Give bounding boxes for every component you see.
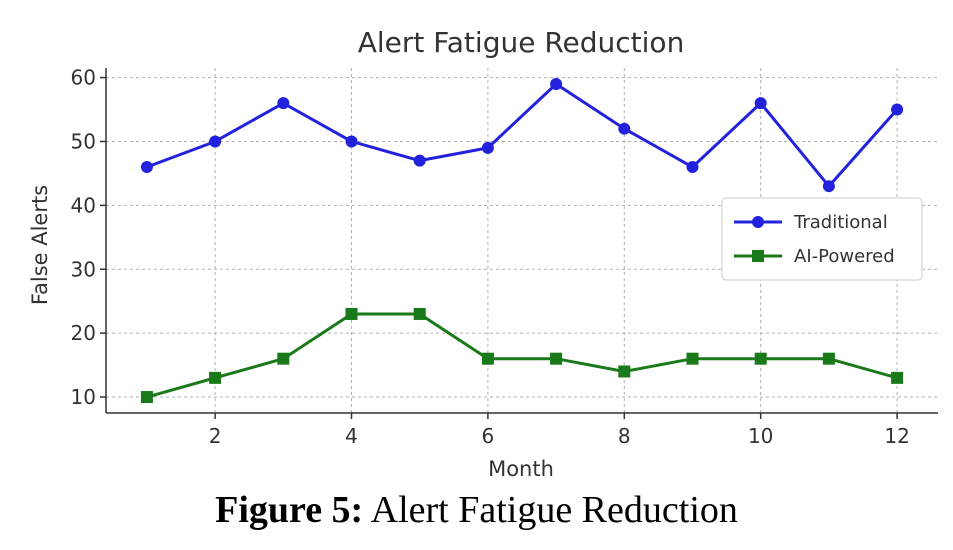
- legend-item-traditional: Traditional: [734, 212, 888, 233]
- data-point-ai-powered: [140, 391, 153, 404]
- data-point-traditional: [277, 97, 290, 110]
- y-tick-label: 50: [71, 129, 96, 153]
- data-point-ai-powered: [618, 365, 631, 378]
- y-tick-label: 30: [71, 257, 96, 281]
- data-point-ai-powered: [209, 371, 222, 384]
- data-point-traditional: [140, 161, 153, 174]
- data-point-ai-powered: [891, 371, 904, 384]
- data-point-traditional: [209, 135, 222, 148]
- legend-label-traditional: Traditional: [793, 212, 888, 233]
- data-point-traditional: [413, 154, 426, 167]
- chart-canvas: Alert Fatigue Reduction 2 4 6 8 10 12 10 20 30 40…: [28, 26, 938, 481]
- x-tick-label: 12: [884, 424, 909, 448]
- data-point-ai-powered: [481, 352, 494, 365]
- line-chart: Alert Fatigue Reduction 2 4 6 8 10 12 10 20 30 40…: [28, 26, 938, 481]
- x-tick-label: 4: [345, 424, 358, 448]
- data-point-ai-powered: [686, 352, 699, 365]
- grid: [106, 68, 938, 413]
- figure-caption-text: Alert Fatigue Reduction: [370, 489, 738, 531]
- data-point-ai-powered: [754, 352, 767, 365]
- y-tick-label: 10: [71, 385, 96, 409]
- y-tick-label: 40: [71, 193, 96, 217]
- data-point-traditional: [891, 103, 904, 116]
- legend-marker-ai-powered: [752, 250, 764, 262]
- data-point-traditional: [345, 135, 358, 148]
- data-point-ai-powered: [277, 352, 290, 365]
- legend: Traditional AI-Powered: [721, 197, 923, 281]
- data-point-traditional: [754, 97, 767, 110]
- y-tick-label: 60: [71, 66, 96, 90]
- x-axis-label: Month: [488, 457, 554, 481]
- axes: 2 4 6 8 10 12 10 20 30 40 50 60: [71, 66, 938, 448]
- legend-item-ai-powered: AI-Powered: [734, 246, 895, 267]
- data-point-traditional: [618, 122, 631, 135]
- series-line-traditional: [146, 82, 899, 188]
- data-point-ai-powered: [345, 307, 358, 320]
- series-layer: [140, 77, 904, 404]
- y-axis-label: False Alerts: [28, 185, 52, 305]
- chart-title: Alert Fatigue Reduction: [358, 26, 685, 59]
- x-tick-label: 2: [209, 424, 222, 448]
- x-tick-label: 6: [482, 424, 495, 448]
- data-point-ai-powered: [550, 352, 563, 365]
- legend-label-ai-powered: AI-Powered: [794, 246, 895, 267]
- legend-box: [721, 197, 923, 281]
- legend-marker-traditional: [752, 216, 764, 228]
- series-line-ai-powered: [146, 312, 898, 399]
- data-point-traditional: [822, 180, 835, 193]
- x-tick-label: 8: [618, 424, 631, 448]
- figure-label: Figure 5:: [215, 489, 364, 531]
- data-point-ai-powered: [413, 307, 426, 320]
- data-point-traditional: [686, 161, 699, 174]
- data-point-traditional: [481, 141, 494, 154]
- x-tick-label: 10: [748, 424, 773, 448]
- y-tick-label: 20: [71, 321, 96, 345]
- series-traditional: [140, 77, 904, 193]
- series-ai-powered: [140, 307, 904, 404]
- data-point-ai-powered: [822, 352, 835, 365]
- figure-caption: Figure 5: Alert Fatigue Reduction: [0, 488, 953, 532]
- data-point-traditional: [550, 77, 563, 90]
